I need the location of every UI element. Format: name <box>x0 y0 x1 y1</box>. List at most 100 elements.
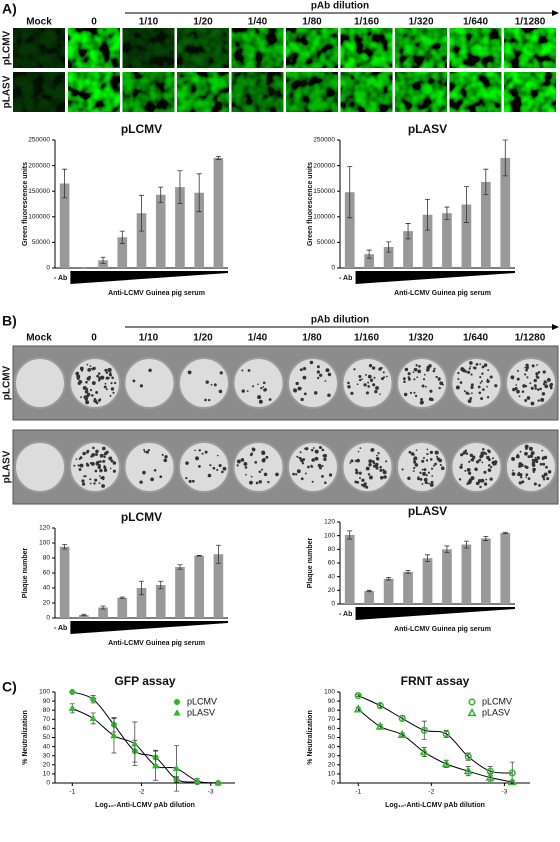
plaque <box>545 465 548 469</box>
plaque <box>261 458 266 463</box>
legend-label: pLASV <box>187 707 215 717</box>
plaque <box>309 360 314 365</box>
plaque <box>301 462 305 465</box>
plaque <box>479 381 482 384</box>
plaque <box>79 366 84 371</box>
point <box>353 704 363 713</box>
plaque <box>104 382 107 385</box>
plaque <box>219 371 223 375</box>
x-tick-label: -3 <box>502 789 508 796</box>
plaque <box>358 374 362 378</box>
bar <box>213 157 224 268</box>
y-axis-label: Green fluorescence units <box>307 162 314 246</box>
plaque <box>110 382 113 385</box>
micrograph-signal <box>13 72 65 112</box>
plaque <box>139 384 144 388</box>
bar <box>364 254 375 268</box>
plaque <box>489 477 493 481</box>
plaque <box>361 478 365 482</box>
plaque <box>85 380 88 384</box>
plaque <box>319 373 323 377</box>
plaque <box>379 465 383 469</box>
plaque <box>147 448 150 452</box>
plaque <box>379 468 383 472</box>
plaque <box>98 475 101 477</box>
plaque <box>98 482 101 485</box>
y-tick-label: 10 <box>328 771 336 778</box>
plaque <box>99 460 102 463</box>
plaque <box>260 387 263 390</box>
plaque <box>425 474 428 477</box>
plaque <box>103 469 107 472</box>
plaque <box>249 480 253 485</box>
bar <box>403 571 413 604</box>
plaque <box>254 460 258 464</box>
plaque <box>435 375 438 379</box>
plaque <box>480 478 485 483</box>
chart-title: pLASV <box>408 122 447 136</box>
plaque <box>153 468 157 472</box>
plaque <box>536 388 540 391</box>
plaque <box>114 381 117 385</box>
plaque <box>464 469 467 472</box>
point <box>354 692 362 700</box>
y-axis-label: Plaque number <box>22 547 29 598</box>
plaque <box>424 480 428 485</box>
plaque <box>375 466 379 470</box>
micrograph-signal <box>286 72 338 112</box>
plaque <box>433 367 436 370</box>
plaque <box>372 464 377 468</box>
error-bar <box>386 241 392 253</box>
plaque <box>478 391 482 395</box>
y-tick-label: 20 <box>328 587 336 594</box>
plaque <box>469 365 472 368</box>
plaque <box>103 465 106 467</box>
row-label: pLCMV <box>2 365 13 400</box>
plaque <box>356 458 360 463</box>
plaque <box>413 378 416 381</box>
y-axis-label: % Neutralization <box>307 710 314 764</box>
plaque <box>241 369 244 372</box>
plaque <box>426 365 431 370</box>
plaque <box>426 453 428 455</box>
y-tick-label: 150000 <box>28 188 50 195</box>
plaque <box>537 371 541 374</box>
plaque <box>89 478 92 481</box>
point <box>131 739 139 747</box>
plaque <box>103 385 107 389</box>
column-label: 1/10 <box>139 17 159 28</box>
y-tick-label: 80 <box>328 707 336 714</box>
plaque <box>307 465 310 469</box>
y-axis-label: Plaque number <box>307 537 314 588</box>
plaque <box>95 449 99 454</box>
column-label: 1/640 <box>463 17 488 28</box>
plaque <box>374 390 378 394</box>
plaque <box>108 456 113 460</box>
dilution-wedge <box>70 621 228 634</box>
plaque <box>433 464 436 467</box>
plaque <box>263 472 268 477</box>
plate-well <box>14 441 66 493</box>
bar <box>194 192 204 268</box>
plaque <box>246 390 249 393</box>
plaque <box>438 378 441 381</box>
plaque <box>361 378 363 381</box>
plaque <box>535 372 539 376</box>
micrograph-signal <box>231 28 284 68</box>
y-tick-label: 250000 <box>28 137 50 144</box>
plaque <box>481 461 484 464</box>
plaque <box>250 475 253 478</box>
plaque <box>313 391 318 395</box>
bar <box>98 260 108 268</box>
plaque <box>92 446 95 450</box>
plaque <box>426 448 429 451</box>
plaque <box>209 464 212 467</box>
plaque <box>428 482 430 485</box>
plaque <box>318 445 322 450</box>
plaque <box>262 386 265 388</box>
point <box>507 777 517 786</box>
plaque <box>514 387 518 391</box>
plaque <box>355 470 359 475</box>
plaque <box>465 391 469 395</box>
plaque <box>478 458 482 462</box>
